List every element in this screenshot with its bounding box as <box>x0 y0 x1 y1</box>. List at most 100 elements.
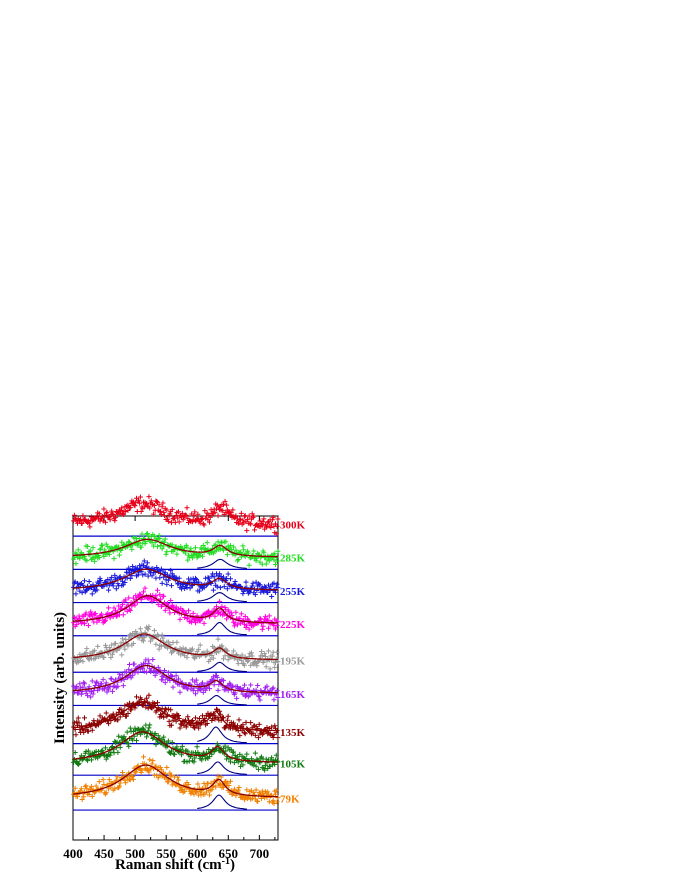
x-tick-label-650: 650 <box>219 846 239 861</box>
data-point <box>198 792 204 798</box>
data-point <box>151 628 157 634</box>
data-point <box>106 551 112 557</box>
data-point <box>154 499 160 505</box>
data-point <box>127 505 133 511</box>
data-point <box>144 734 150 740</box>
data-point <box>163 551 169 557</box>
data-point <box>99 681 105 687</box>
data-point <box>215 513 221 519</box>
data-point <box>254 663 260 669</box>
data-point <box>102 617 108 623</box>
data-point <box>100 777 106 783</box>
data-point <box>219 643 225 649</box>
data-point <box>241 730 247 736</box>
data-point <box>159 504 165 510</box>
data-point <box>240 722 246 728</box>
data-point <box>138 544 144 550</box>
data-point <box>175 606 181 612</box>
data-point <box>245 658 251 664</box>
x-tick-label-700: 700 <box>250 846 270 861</box>
data-point <box>106 605 112 611</box>
x-axis-title: Raman shift (cm-1) <box>115 856 235 874</box>
data-point <box>78 691 84 697</box>
data-point <box>150 735 156 741</box>
data-point <box>187 518 193 524</box>
data-point <box>157 575 163 581</box>
data-point <box>240 591 246 597</box>
data-point <box>152 672 158 678</box>
data-point <box>161 509 167 515</box>
data-point <box>240 543 246 549</box>
data-point <box>125 643 131 649</box>
data-point <box>214 674 220 680</box>
data-point <box>261 550 267 556</box>
series-135K <box>71 692 281 741</box>
data-point <box>193 575 199 581</box>
data-point <box>244 622 250 628</box>
data-point <box>134 694 140 700</box>
data-point <box>251 513 257 519</box>
data-point <box>116 603 122 609</box>
data-point <box>273 561 279 567</box>
data-point <box>138 696 144 702</box>
data-point <box>269 594 275 600</box>
data-point <box>120 578 126 584</box>
data-point <box>89 793 95 799</box>
series-165K <box>71 656 281 703</box>
data-point <box>147 722 153 728</box>
data-point <box>88 784 94 790</box>
data-point <box>227 576 233 582</box>
data-point <box>235 787 241 793</box>
data-point <box>127 725 133 731</box>
data-point <box>274 799 280 805</box>
data-point <box>271 580 277 586</box>
data-point <box>196 725 202 731</box>
data-point <box>258 554 264 560</box>
data-point <box>231 749 237 755</box>
data-point <box>275 795 281 801</box>
fit-curve-285K <box>73 538 278 558</box>
data-point <box>113 514 119 520</box>
data-point <box>163 577 169 583</box>
data-point <box>259 522 265 528</box>
data-point <box>262 767 268 773</box>
fit-peak2-225K <box>197 621 247 636</box>
data-point <box>273 659 279 665</box>
data-point <box>239 652 245 658</box>
data-point <box>250 580 256 586</box>
data-point <box>231 720 237 726</box>
data-point <box>89 678 95 684</box>
data-point <box>259 626 265 632</box>
data-point <box>101 654 107 660</box>
data-point <box>165 706 171 712</box>
data-point <box>114 774 120 780</box>
data-point <box>135 572 141 578</box>
data-point <box>204 754 210 760</box>
data-point <box>93 783 99 789</box>
data-point <box>213 714 219 720</box>
data-point <box>246 562 252 568</box>
data-point <box>158 767 164 773</box>
data-point <box>238 657 244 663</box>
data-point <box>78 581 84 587</box>
data-point <box>241 547 247 553</box>
data-point <box>113 613 119 619</box>
data-point <box>266 648 272 654</box>
data-point <box>240 691 246 697</box>
data-point <box>227 543 233 549</box>
data-point <box>193 715 199 721</box>
temperature-labels: 300K 285K 255K 225K 195K 165K 135K 105K 79K <box>280 520 306 806</box>
data-point <box>96 554 102 560</box>
data-point <box>97 547 103 553</box>
data-point <box>125 711 131 717</box>
data-point <box>270 735 276 741</box>
data-point <box>127 539 133 545</box>
data-point <box>254 798 260 804</box>
data-point <box>93 551 99 557</box>
data-point <box>206 608 212 614</box>
data-point <box>133 593 139 599</box>
data-point <box>154 565 160 571</box>
data-point <box>275 695 281 701</box>
data-point <box>234 622 240 628</box>
data-point <box>168 748 174 754</box>
